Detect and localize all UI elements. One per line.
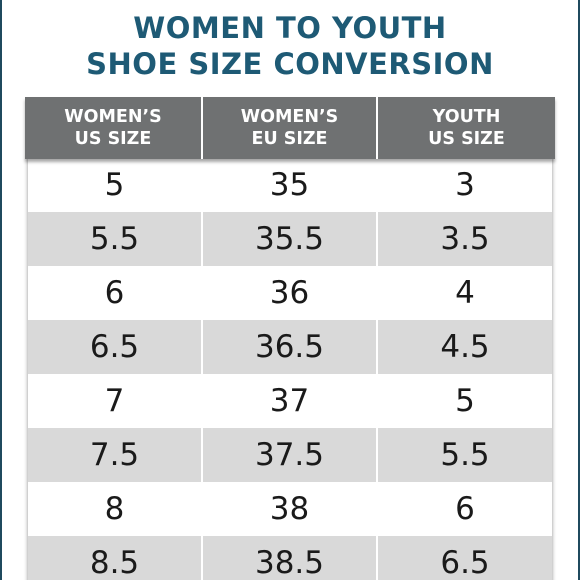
column-divider [201, 428, 203, 482]
header-line: US SIZE [428, 129, 505, 149]
womens-eu-cell: 36 [269, 275, 310, 311]
header-youth-us-size: YOUTH US SIZE [378, 97, 555, 159]
column-divider [376, 428, 378, 482]
youth-us-cell: 5 [455, 383, 475, 419]
column-divider [376, 374, 378, 428]
womens-us-cell: 5.5 [89, 221, 140, 257]
header-line: US SIZE [74, 129, 152, 149]
youth-us-cell: 3.5 [440, 221, 490, 257]
youth-us-cell: 5.5 [440, 437, 490, 473]
womens-us-cell: 6 [104, 275, 125, 311]
womens-us-cell: 8 [104, 491, 125, 527]
table-row: 8.5 38.5 6.5 [28, 536, 552, 580]
frame-left-edge [0, 0, 2, 580]
youth-us-cell: 4 [455, 275, 475, 311]
womens-eu-cell: 38 [269, 491, 310, 527]
table-row: 6.5 36.5 4.5 [28, 320, 552, 374]
header-line: WOMEN’S [64, 107, 162, 127]
column-divider [376, 482, 378, 536]
table-row: 7 37 5 [28, 374, 552, 428]
womens-us-cell: 6.5 [89, 329, 140, 365]
header-line: EU SIZE [251, 129, 328, 149]
chart-title-line-2: SHOE SIZE CONVERSION [86, 47, 494, 81]
chart-title: WOMEN TO YOUTH SHOE SIZE CONVERSION [0, 10, 580, 82]
table-row: 6 36 4 [28, 266, 552, 320]
column-divider [201, 320, 203, 374]
header-womens-us-size: WOMEN’S US SIZE [25, 97, 201, 159]
womens-eu-cell: 35 [269, 167, 310, 203]
youth-us-cell: 6.5 [440, 545, 490, 580]
header-line: YOUTH [432, 107, 501, 127]
column-divider [376, 536, 378, 580]
chart-title-line-1: WOMEN TO YOUTH [133, 11, 447, 45]
table-row: 8 38 6 [28, 482, 552, 536]
header-line: WOMEN’S [240, 107, 339, 127]
youth-us-cell: 6 [455, 491, 475, 527]
womens-us-cell: 7.5 [89, 437, 140, 473]
conversion-table: WOMEN’S US SIZE WOMEN’S EU SIZE YOUTH US… [25, 97, 555, 580]
table-row: 5.5 35.5 3.5 [28, 212, 552, 266]
womens-eu-cell: 37.5 [254, 437, 325, 473]
column-divider [201, 482, 203, 536]
column-divider [201, 536, 203, 580]
youth-us-cell: 3 [455, 167, 475, 203]
womens-us-cell: 5 [104, 167, 125, 203]
column-divider [201, 212, 203, 266]
womens-eu-cell: 35.5 [254, 221, 325, 257]
column-divider [376, 212, 378, 266]
table-header: WOMEN’S US SIZE WOMEN’S EU SIZE YOUTH US… [25, 97, 555, 159]
column-divider [376, 158, 378, 212]
header-womens-eu-size: WOMEN’S EU SIZE [203, 97, 376, 159]
womens-us-cell: 8.5 [89, 545, 140, 580]
youth-us-cell: 4.5 [440, 329, 490, 365]
header-divider [376, 97, 378, 159]
womens-eu-cell: 36.5 [254, 329, 325, 365]
column-divider [201, 158, 203, 212]
column-divider [201, 266, 203, 320]
table-row: 5 35 3 [28, 158, 552, 212]
womens-eu-cell: 37 [269, 383, 310, 419]
womens-eu-cell: 38.5 [254, 545, 325, 580]
womens-us-cell: 7 [104, 383, 125, 419]
table-row: 7.5 37.5 5.5 [28, 428, 552, 482]
table-body: 5 35 3 5.5 35.5 3.5 6 36 4 6.5 [28, 158, 552, 580]
header-divider [201, 97, 203, 159]
column-divider [201, 374, 203, 428]
frame-right-edge [578, 0, 580, 580]
column-divider [376, 320, 378, 374]
column-divider [376, 266, 378, 320]
